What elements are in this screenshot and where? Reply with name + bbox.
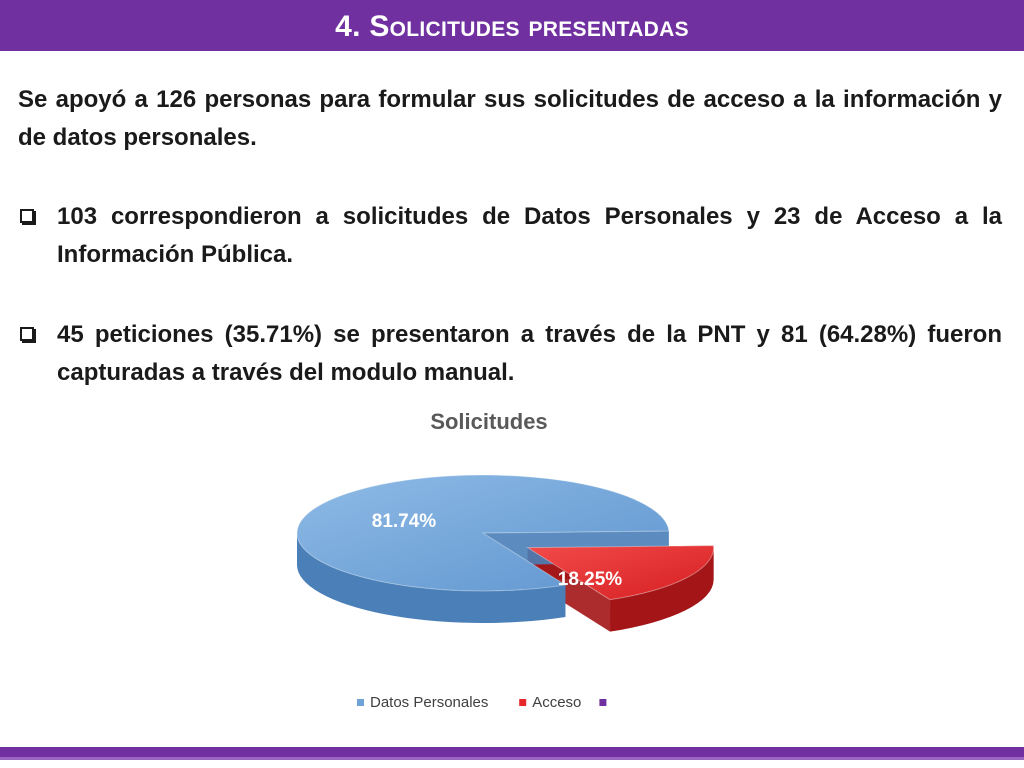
legend-swatch-empty — [599, 699, 607, 706]
header-bar — [0, 0, 1024, 51]
slice-side-datos-personales — [297, 533, 566, 623]
slice-side-acceso — [610, 547, 714, 632]
slice-acceso — [525, 545, 715, 601]
pie-group: 18.25% 81.74% — [296, 474, 715, 632]
chart-legend: Datos Personales Acceso — [357, 694, 607, 711]
slice-datos-personales — [296, 474, 670, 592]
slice-cut-acceso-1 — [527, 547, 611, 632]
checkbox-bullet-icon — [20, 327, 34, 341]
bullet-text-2: 45 peticiones (35.71%) se presentaron a … — [57, 321, 1002, 386]
footer-line — [0, 757, 1024, 760]
data-label-datos-personales: 81.74% — [372, 511, 437, 532]
slide-title: 4. Solicitudes presentadas — [335, 10, 689, 43]
intro-paragraph: Se apoyó a 126 personas para formular su… — [18, 86, 1002, 151]
legend-label-datos-personales: Datos Personales — [370, 694, 488, 711]
checkbox-bullet-icon — [20, 209, 34, 223]
footer-bar — [0, 747, 1024, 757]
legend-swatch-datos-personales — [357, 699, 364, 706]
bullet-text-1: 103 correspondieron a solicitudes de Dat… — [57, 203, 1002, 268]
legend-swatch-acceso — [519, 699, 527, 706]
data-label-acceso: 18.25% — [558, 569, 623, 590]
chart-title: Solicitudes — [430, 409, 547, 434]
pie-chart: Solicitudes 18.25% 81.74% Datos Personale… — [0, 395, 1024, 735]
legend-label-acceso: Acceso — [532, 694, 581, 711]
pie-chart-svg: Solicitudes 18.25% 81.74% Datos Personale… — [296, 409, 715, 711]
